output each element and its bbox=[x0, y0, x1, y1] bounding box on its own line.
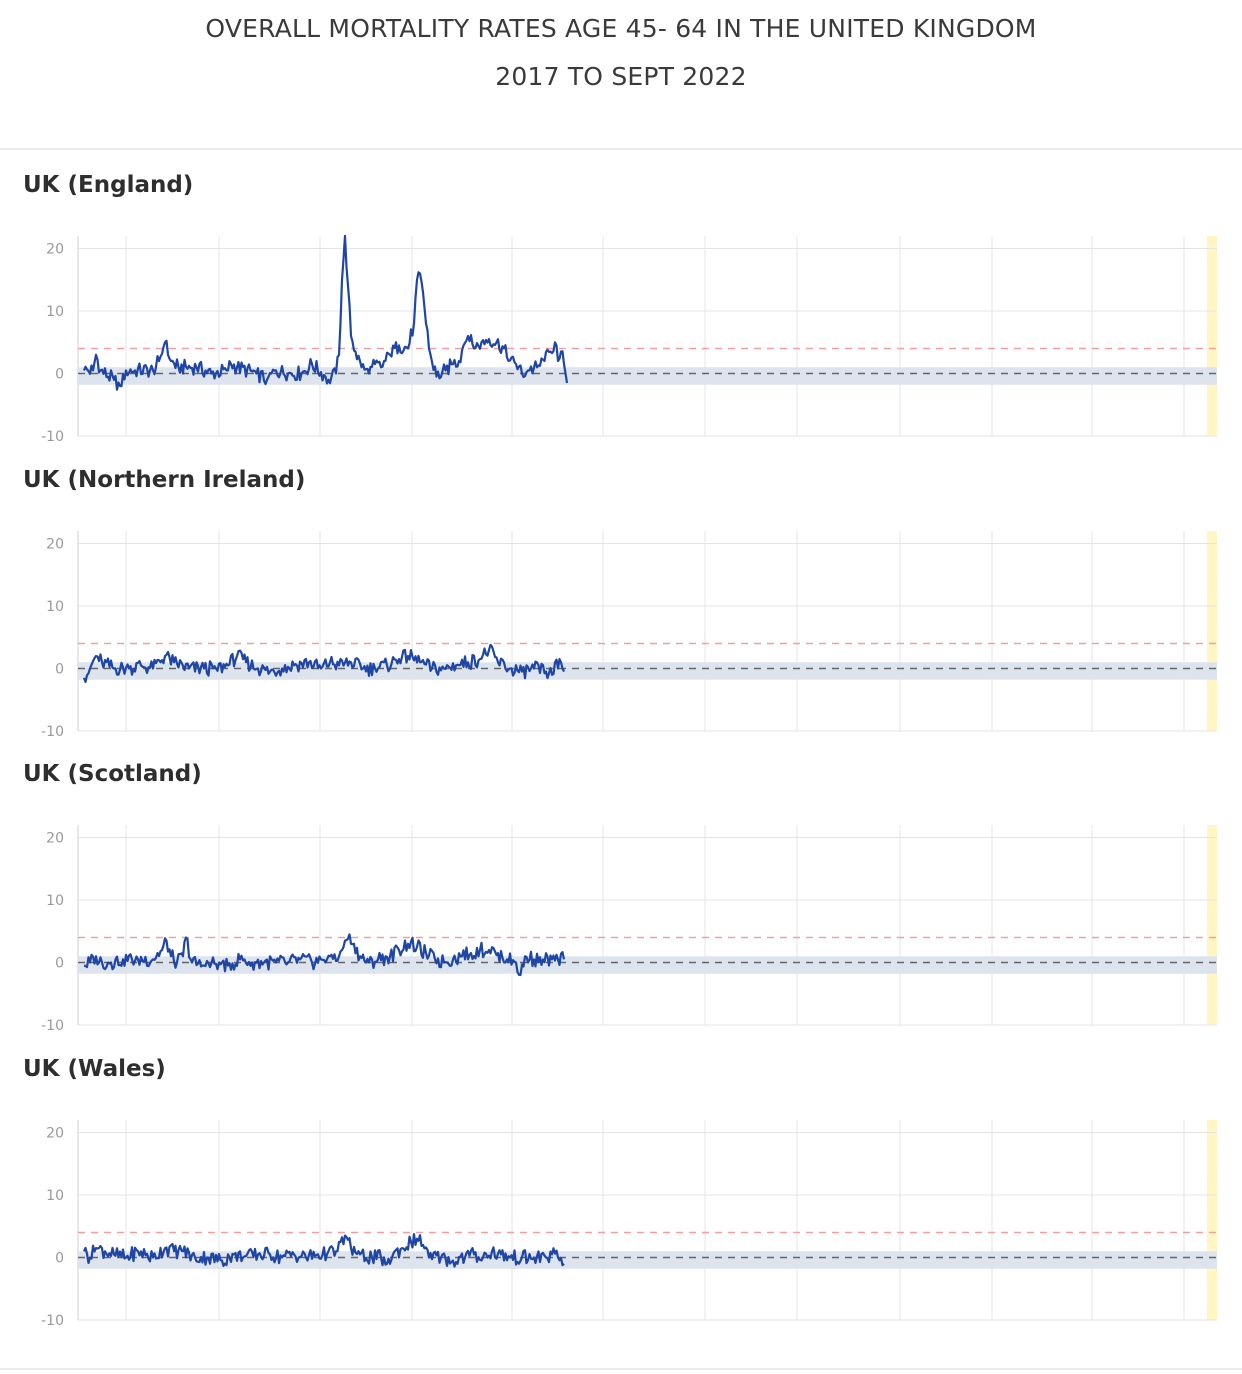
y-tick-label: 20 bbox=[46, 831, 64, 847]
panel-scotland: UK (Scotland) 20100-10201726201826201926… bbox=[0, 761, 1242, 1031]
chart-wales: 20100-1020172620182620192620202620212620… bbox=[41, 1120, 1217, 1326]
chart-england: 20100-1020172620182620192620202620212620… bbox=[41, 234, 1217, 442]
expected-range-band bbox=[78, 662, 1217, 680]
y-tick-label: 20 bbox=[46, 537, 64, 553]
y-tick-label: 10 bbox=[46, 893, 64, 909]
y-tick-label: 10 bbox=[46, 599, 64, 615]
chart-title: OVERALL MORTALITY RATES AGE 45- 64 IN TH… bbox=[205, 14, 1037, 43]
series-line bbox=[83, 933, 566, 977]
chart-scotland: 20100-1020172620182620192620202620212620… bbox=[41, 825, 1217, 1031]
panel-title-northern-ireland: UK (Northern Ireland) bbox=[23, 467, 306, 493]
chart-subtitle: 2017 TO SEPT 2022 bbox=[495, 62, 747, 91]
y-tick-label: 0 bbox=[55, 956, 64, 972]
charts-card: UK (England) 20100-102017262018262019262… bbox=[0, 148, 1242, 1370]
panel-title-england: UK (England) bbox=[23, 172, 194, 198]
y-tick-label: -10 bbox=[41, 429, 64, 442]
y-tick-label: -10 bbox=[41, 1313, 64, 1326]
y-tick-label: 20 bbox=[46, 242, 64, 258]
y-tick-label: 20 bbox=[46, 1126, 64, 1142]
panel-title-wales: UK (Wales) bbox=[23, 1056, 166, 1082]
y-tick-label: -10 bbox=[41, 724, 64, 737]
y-tick-label: 0 bbox=[55, 662, 64, 678]
panel-title-scotland: UK (Scotland) bbox=[23, 761, 202, 787]
recent-period-highlight bbox=[1207, 825, 1217, 1025]
expected-range-band bbox=[78, 367, 1217, 385]
panel-wales: UK (Wales) 20100-10201726201826201926202… bbox=[0, 1056, 1242, 1326]
series-line bbox=[82, 1233, 565, 1268]
recent-period-highlight bbox=[1207, 236, 1217, 436]
y-tick-label: 10 bbox=[46, 304, 64, 320]
expected-range-band bbox=[78, 956, 1217, 974]
y-tick-label: -10 bbox=[41, 1018, 64, 1031]
y-tick-label: 0 bbox=[55, 367, 64, 383]
series-line bbox=[82, 234, 569, 391]
panel-northern-ireland: UK (Northern Ireland) 20100-102017262018… bbox=[0, 467, 1242, 737]
expected-range-band bbox=[78, 1251, 1217, 1269]
panel-england: UK (England) 20100-102017262018262019262… bbox=[0, 172, 1242, 442]
y-tick-label: 10 bbox=[46, 1188, 64, 1204]
recent-period-highlight bbox=[1207, 1120, 1217, 1320]
chart-northern-ireland: 20100-1020172620182620192620202620212620… bbox=[41, 531, 1217, 737]
series-line bbox=[82, 643, 565, 683]
y-tick-label: 0 bbox=[55, 1251, 64, 1267]
recent-period-highlight bbox=[1207, 531, 1217, 731]
